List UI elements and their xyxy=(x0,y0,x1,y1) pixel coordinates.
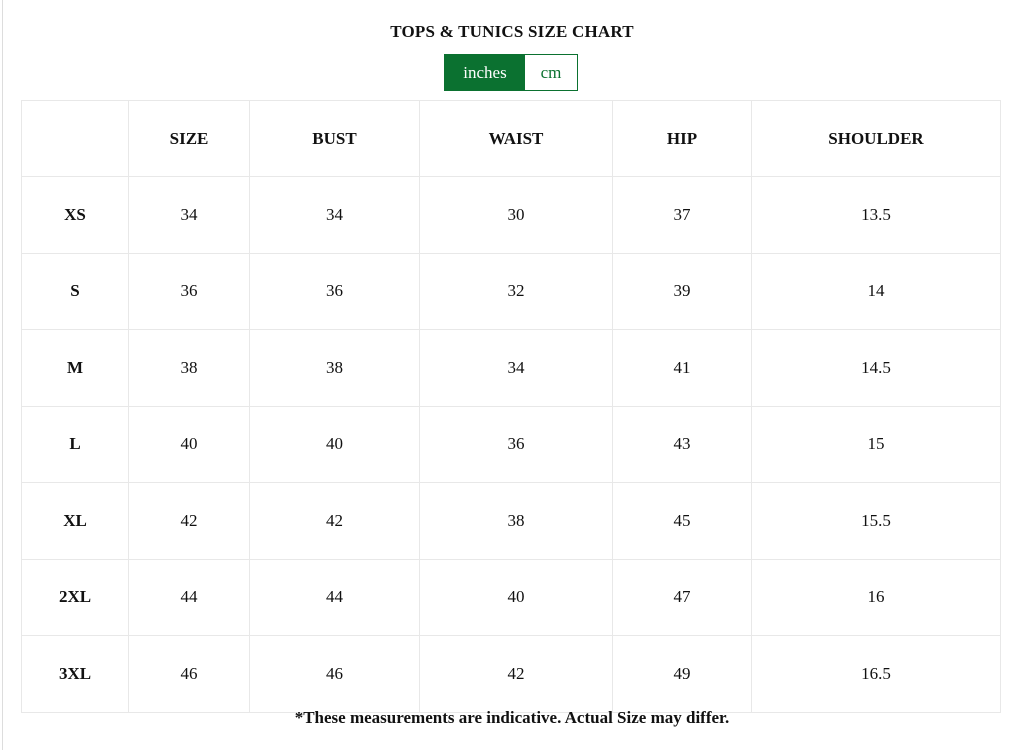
table-cell: 40 xyxy=(249,405,420,483)
table-cell: 16.5 xyxy=(751,635,1001,713)
size-label-cell: L xyxy=(21,405,129,483)
table-cell: 46 xyxy=(128,635,250,713)
table-cell: 46 xyxy=(249,635,420,713)
table-cell: 44 xyxy=(249,558,420,636)
unit-toggle[interactable]: inches cm xyxy=(444,54,578,91)
page-title: TOPS & TUNICS SIZE CHART xyxy=(390,22,634,41)
size-chart-table: SIZE BUST WAIST HIP SHOULDER XS 34 34 30 37 1… xyxy=(21,100,1001,713)
header-cell xyxy=(21,100,129,177)
size-label-cell: 2XL xyxy=(21,558,129,636)
header-cell: WAIST xyxy=(419,100,613,177)
table-row: S 36 36 32 39 14 xyxy=(21,252,1001,330)
table-cell: 36 xyxy=(419,405,613,483)
table-cell: 30 xyxy=(419,176,613,254)
disclaimer-note: *These measurements are indicative. Actu… xyxy=(294,708,730,727)
table-cell: 45 xyxy=(612,482,752,560)
unit-inches-button[interactable]: inches xyxy=(445,55,525,90)
table-row: XL 42 42 38 45 15.5 xyxy=(21,482,1001,560)
table-cell: 34 xyxy=(128,176,250,254)
table-cell: 16 xyxy=(751,558,1001,636)
header-cell: SHOULDER xyxy=(751,100,1001,177)
left-border xyxy=(2,0,3,750)
table-row: M 38 38 34 41 14.5 xyxy=(21,329,1001,407)
table-cell: 36 xyxy=(128,252,250,330)
table-cell: 13.5 xyxy=(751,176,1001,254)
size-label-cell: XS xyxy=(21,176,129,254)
table-cell: 43 xyxy=(612,405,752,483)
header-cell: BUST xyxy=(249,100,420,177)
header-row: SIZE BUST WAIST HIP SHOULDER xyxy=(21,100,1001,177)
table-cell: 49 xyxy=(612,635,752,713)
table-cell: 38 xyxy=(128,329,250,407)
table-cell: 41 xyxy=(612,329,752,407)
size-label-cell: M xyxy=(21,329,129,407)
size-label-cell: XL xyxy=(21,482,129,560)
header-cell: HIP xyxy=(612,100,752,177)
table-cell: 38 xyxy=(419,482,613,560)
table-cell: 40 xyxy=(128,405,250,483)
table-cell: 34 xyxy=(419,329,613,407)
table-cell: 34 xyxy=(249,176,420,254)
table-cell: 15 xyxy=(751,405,1001,483)
table-cell: 14 xyxy=(751,252,1001,330)
table-cell: 36 xyxy=(249,252,420,330)
header-cell: SIZE xyxy=(128,100,250,177)
table-row: 2XL 44 44 40 47 16 xyxy=(21,558,1001,636)
table-cell: 39 xyxy=(612,252,752,330)
table-cell: 38 xyxy=(249,329,420,407)
table-cell: 42 xyxy=(249,482,420,560)
unit-cm-button[interactable]: cm xyxy=(525,55,577,90)
table-row: L 40 40 36 43 15 xyxy=(21,405,1001,483)
table-cell: 32 xyxy=(419,252,613,330)
size-label-cell: 3XL xyxy=(21,635,129,713)
table-cell: 15.5 xyxy=(751,482,1001,560)
table-row: XS 34 34 30 37 13.5 xyxy=(21,176,1001,254)
table-cell: 37 xyxy=(612,176,752,254)
table-row: 3XL 46 46 42 49 16.5 xyxy=(21,635,1001,713)
table-cell: 42 xyxy=(419,635,613,713)
table-cell: 40 xyxy=(419,558,613,636)
size-label-cell: S xyxy=(21,252,129,330)
table-cell: 47 xyxy=(612,558,752,636)
table-cell: 14.5 xyxy=(751,329,1001,407)
table-cell: 44 xyxy=(128,558,250,636)
table-cell: 42 xyxy=(128,482,250,560)
